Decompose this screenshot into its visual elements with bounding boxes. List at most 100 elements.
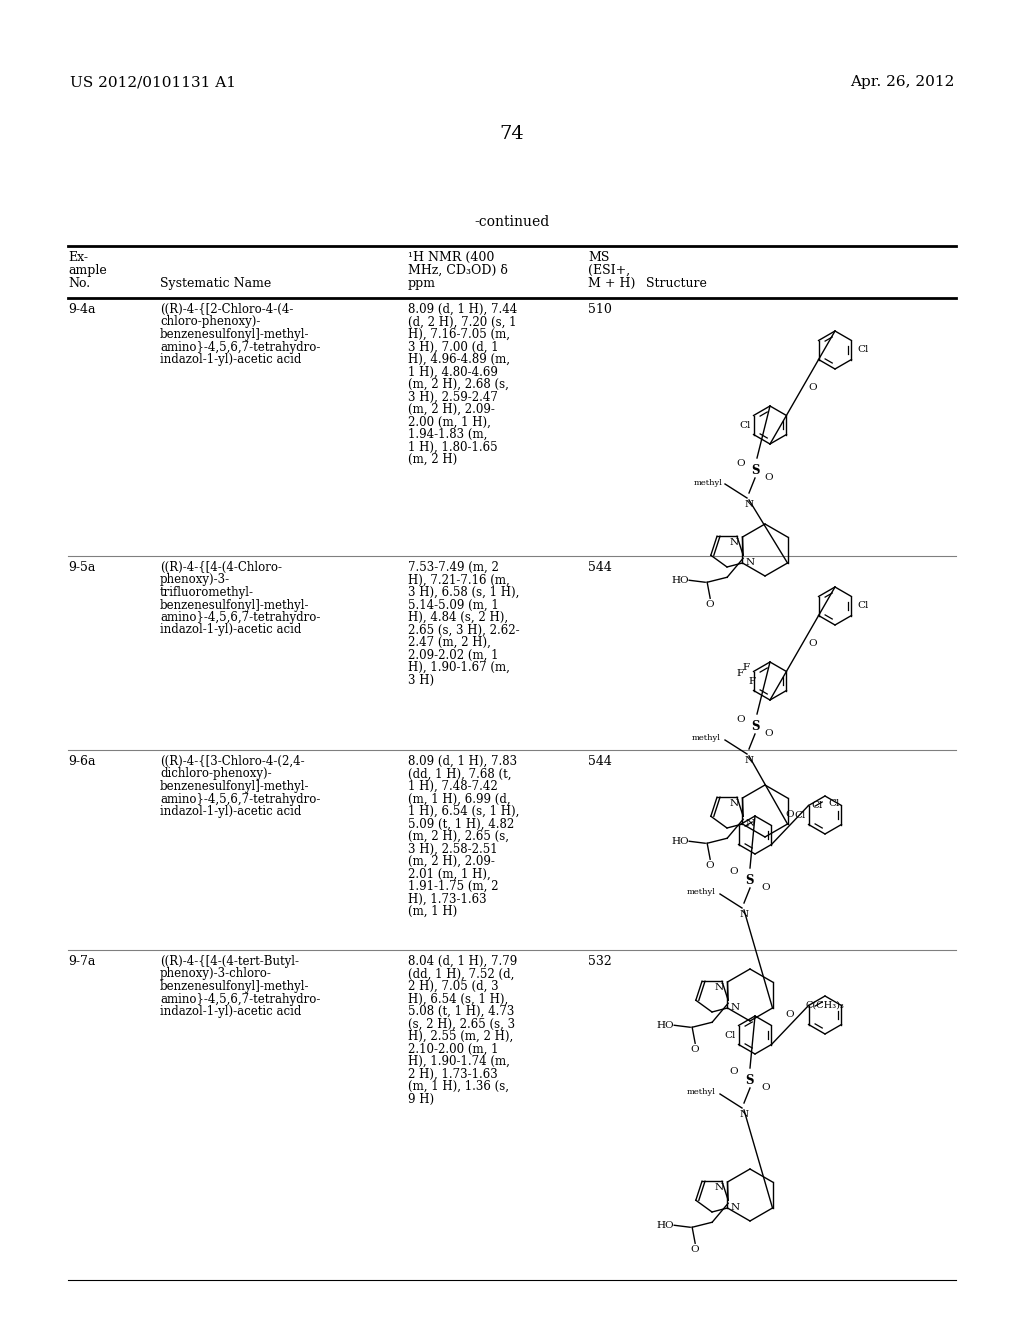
Text: (m, 2 H), 2.68 (s,: (m, 2 H), 2.68 (s,: [408, 378, 509, 391]
Text: indazol-1-yl)-acetic acid: indazol-1-yl)-acetic acid: [160, 805, 301, 818]
Text: S: S: [745, 1074, 755, 1088]
Text: benzenesulfonyl]-methyl-: benzenesulfonyl]-methyl-: [160, 979, 309, 993]
Text: 5.08 (t, 1 H), 4.73: 5.08 (t, 1 H), 4.73: [408, 1005, 514, 1018]
Text: N: N: [739, 909, 749, 919]
Text: O: O: [809, 639, 817, 648]
Text: (m, 1 H): (m, 1 H): [408, 906, 458, 917]
Text: O: O: [736, 715, 745, 725]
Text: H), 7.21-7.16 (m,: H), 7.21-7.16 (m,: [408, 573, 510, 586]
Text: O: O: [706, 601, 715, 610]
Text: chloro-phenoxy)-: chloro-phenoxy)-: [160, 315, 260, 329]
Text: 510: 510: [588, 304, 612, 315]
Text: 9-4a: 9-4a: [68, 304, 95, 315]
Text: methyl: methyl: [687, 1088, 716, 1096]
Text: Cl: Cl: [724, 1031, 735, 1040]
Text: (m, 2 H), 2.09-: (m, 2 H), 2.09-: [408, 403, 495, 416]
Text: 2 H), 1.73-1.63: 2 H), 1.73-1.63: [408, 1068, 498, 1081]
Text: N: N: [745, 558, 755, 568]
Text: (m, 1 H), 1.36 (s,: (m, 1 H), 1.36 (s,: [408, 1080, 509, 1093]
Text: 1 H), 1.80-1.65: 1 H), 1.80-1.65: [408, 441, 498, 454]
Text: 532: 532: [588, 954, 611, 968]
Text: methyl: methyl: [694, 479, 723, 487]
Text: S: S: [751, 721, 759, 734]
Text: ((R)-4-{[2-Chloro-4-(4-: ((R)-4-{[2-Chloro-4-(4-: [160, 304, 293, 315]
Text: N: N: [729, 539, 738, 548]
Text: ((R)-4-{[4-(4-tert-Butyl-: ((R)-4-{[4-(4-tert-Butyl-: [160, 954, 299, 968]
Text: (dd, 1 H), 7.68 (t,: (dd, 1 H), 7.68 (t,: [408, 767, 512, 780]
Text: F: F: [742, 664, 750, 672]
Text: methyl: methyl: [687, 888, 716, 896]
Text: amino}-4,5,6,7-tetrahydro-: amino}-4,5,6,7-tetrahydro-: [160, 993, 321, 1006]
Text: (dd, 1 H), 7.52 (d,: (dd, 1 H), 7.52 (d,: [408, 968, 514, 981]
Text: N: N: [715, 1183, 724, 1192]
Text: O: O: [765, 730, 773, 738]
Text: 3 H), 2.59-2.47: 3 H), 2.59-2.47: [408, 391, 498, 404]
Text: O: O: [736, 459, 745, 469]
Text: HO: HO: [672, 837, 689, 846]
Text: N: N: [715, 983, 724, 993]
Text: 2.65 (s, 3 H), 2.62-: 2.65 (s, 3 H), 2.62-: [408, 623, 519, 636]
Text: 1 H), 6.54 (s, 1 H),: 1 H), 6.54 (s, 1 H),: [408, 805, 519, 818]
Text: 3 H): 3 H): [408, 673, 434, 686]
Text: indazol-1-yl)-acetic acid: indazol-1-yl)-acetic acid: [160, 1005, 301, 1018]
Text: 544: 544: [588, 755, 612, 768]
Text: ppm: ppm: [408, 277, 436, 290]
Text: phenoxy)-3-: phenoxy)-3-: [160, 573, 230, 586]
Text: MS: MS: [588, 251, 609, 264]
Text: Cl: Cl: [857, 346, 868, 355]
Text: O: O: [730, 866, 738, 875]
Text: N: N: [744, 500, 754, 510]
Text: H), 4.84 (s, 2 H),: H), 4.84 (s, 2 H),: [408, 611, 508, 624]
Text: (ESI+,: (ESI+,: [588, 264, 630, 277]
Text: indazol-1-yl)-acetic acid: indazol-1-yl)-acetic acid: [160, 623, 301, 636]
Text: ample: ample: [68, 264, 106, 277]
Text: N: N: [730, 1204, 739, 1212]
Text: (m, 2 H): (m, 2 H): [408, 453, 458, 466]
Text: F: F: [748, 676, 755, 685]
Text: H), 2.55 (m, 2 H),: H), 2.55 (m, 2 H),: [408, 1030, 513, 1043]
Text: O: O: [691, 1045, 699, 1055]
Text: O: O: [785, 1010, 795, 1019]
Text: 2 H), 7.05 (d, 3: 2 H), 7.05 (d, 3: [408, 979, 499, 993]
Text: indazol-1-yl)-acetic acid: indazol-1-yl)-acetic acid: [160, 352, 301, 366]
Text: benzenesulfonyl]-methyl-: benzenesulfonyl]-methyl-: [160, 598, 309, 611]
Text: methyl: methyl: [692, 734, 721, 742]
Text: Cl: Cl: [828, 799, 840, 808]
Text: Systematic Name: Systematic Name: [160, 277, 271, 290]
Text: 2.01 (m, 1 H),: 2.01 (m, 1 H),: [408, 867, 490, 880]
Text: 1.91-1.75 (m, 2: 1.91-1.75 (m, 2: [408, 880, 499, 894]
Text: HO: HO: [656, 1221, 674, 1230]
Text: O: O: [765, 474, 773, 483]
Text: 8.04 (d, 1 H), 7.79: 8.04 (d, 1 H), 7.79: [408, 954, 517, 968]
Text: (s, 2 H), 2.65 (s, 3: (s, 2 H), 2.65 (s, 3: [408, 1018, 515, 1031]
Text: 74: 74: [500, 125, 524, 143]
Text: (m, 2 H), 2.65 (s,: (m, 2 H), 2.65 (s,: [408, 830, 509, 843]
Text: S: S: [745, 874, 755, 887]
Text: Apr. 26, 2012: Apr. 26, 2012: [850, 75, 954, 88]
Text: 9-5a: 9-5a: [68, 561, 95, 574]
Text: amino}-4,5,6,7-tetrahydro-: amino}-4,5,6,7-tetrahydro-: [160, 341, 321, 354]
Text: Cl: Cl: [739, 421, 751, 430]
Text: Cl: Cl: [857, 602, 868, 610]
Text: C(CH₃)₃: C(CH₃)₃: [806, 1001, 845, 1010]
Text: H), 7.16-7.05 (m,: H), 7.16-7.05 (m,: [408, 327, 510, 341]
Text: 2.00 (m, 1 H),: 2.00 (m, 1 H),: [408, 416, 490, 429]
Text: MHz, CD₃OD) δ: MHz, CD₃OD) δ: [408, 264, 508, 277]
Text: O: O: [730, 1067, 738, 1076]
Text: 1.94-1.83 (m,: 1.94-1.83 (m,: [408, 428, 487, 441]
Text: 2.09-2.02 (m, 1: 2.09-2.02 (m, 1: [408, 648, 499, 661]
Text: H), 1.73-1.63: H), 1.73-1.63: [408, 892, 486, 906]
Text: H), 1.90-1.74 (m,: H), 1.90-1.74 (m,: [408, 1055, 510, 1068]
Text: 2.10-2.00 (m, 1: 2.10-2.00 (m, 1: [408, 1043, 499, 1056]
Text: amino}-4,5,6,7-tetrahydro-: amino}-4,5,6,7-tetrahydro-: [160, 792, 321, 805]
Text: 5.09 (t, 1 H), 4.82: 5.09 (t, 1 H), 4.82: [408, 817, 514, 830]
Text: 8.09 (d, 1 H), 7.83: 8.09 (d, 1 H), 7.83: [408, 755, 517, 768]
Text: (m, 2 H), 2.09-: (m, 2 H), 2.09-: [408, 855, 495, 869]
Text: F: F: [736, 669, 743, 678]
Text: H), 6.54 (s, 1 H),: H), 6.54 (s, 1 H),: [408, 993, 508, 1006]
Text: N: N: [744, 756, 754, 766]
Text: H), 1.90-1.67 (m,: H), 1.90-1.67 (m,: [408, 661, 510, 675]
Text: O: O: [785, 810, 795, 818]
Text: ¹H NMR (400: ¹H NMR (400: [408, 251, 495, 264]
Text: M + H): M + H): [588, 277, 635, 290]
